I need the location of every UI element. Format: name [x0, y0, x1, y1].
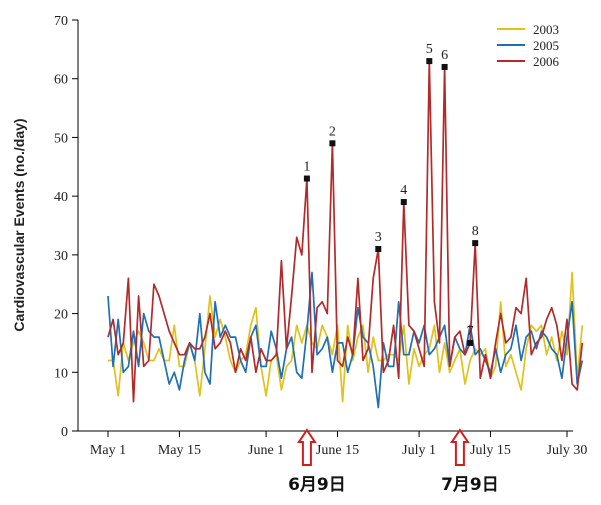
legend-label-2005: 2005: [533, 38, 559, 53]
y-tick-label: 50: [54, 131, 68, 146]
peak-marker: [426, 58, 433, 65]
series-lines: [107, 60, 584, 409]
y-ticks: 0 10 20 30 40 50 60 70: [54, 14, 78, 440]
y-tick-label: 40: [54, 190, 68, 205]
peak-marker: [472, 240, 479, 247]
peak-marker: [441, 63, 448, 70]
peak-annotations: 1 2 3 4 5 6 7 8: [303, 42, 479, 346]
legend-label-2003: 2003: [533, 22, 559, 37]
peak-label: 4: [400, 183, 407, 198]
legend-label-2006: 2006: [533, 54, 560, 69]
y-tick-label: 70: [54, 14, 68, 29]
peak-label: 2: [329, 124, 336, 139]
y-tick-label: 10: [54, 366, 68, 381]
peak-marker: [400, 199, 407, 206]
event-markers: 6月9日 7月9日: [288, 428, 499, 495]
peak-marker: [329, 140, 336, 147]
event-arrow: [297, 428, 317, 466]
peak-marker: [467, 339, 474, 346]
x-tick-label: May 1: [90, 443, 126, 458]
axes: [77, 20, 573, 432]
x-tick-label: July 15: [470, 443, 511, 458]
x-tick-label: July 30: [547, 443, 588, 458]
peak-label: 7: [467, 324, 474, 339]
peak-label: 6: [441, 48, 448, 63]
x-tick-label: July 1: [402, 443, 436, 458]
y-tick-label: 20: [54, 308, 68, 323]
x-tick-label: May 15: [158, 443, 201, 458]
y-axis-title: Cardiovascular Events (no./day): [11, 118, 27, 331]
peak-label: 1: [303, 160, 310, 175]
peak-marker: [303, 175, 310, 182]
series-line-2005: [107, 271, 584, 409]
event-date-label: 7月9日: [441, 475, 499, 495]
peak-marker: [375, 245, 382, 252]
event-arrow: [450, 428, 470, 466]
x-tick-label: June 15: [316, 443, 359, 458]
event-date-label: 6月9日: [288, 475, 346, 495]
y-tick-label: 30: [54, 249, 68, 264]
peak-label: 8: [472, 224, 479, 239]
peak-label: 5: [426, 42, 433, 57]
series-line-2006: [107, 60, 584, 403]
peak-label: 3: [375, 230, 382, 245]
x-tick-label: June 1: [248, 443, 284, 458]
y-tick-label: 0: [61, 425, 68, 440]
x-ticks: May 1 May 15 June 1 June 15 July 1 July 15 Jul…: [90, 431, 588, 458]
y-tick-label: 60: [54, 73, 68, 88]
